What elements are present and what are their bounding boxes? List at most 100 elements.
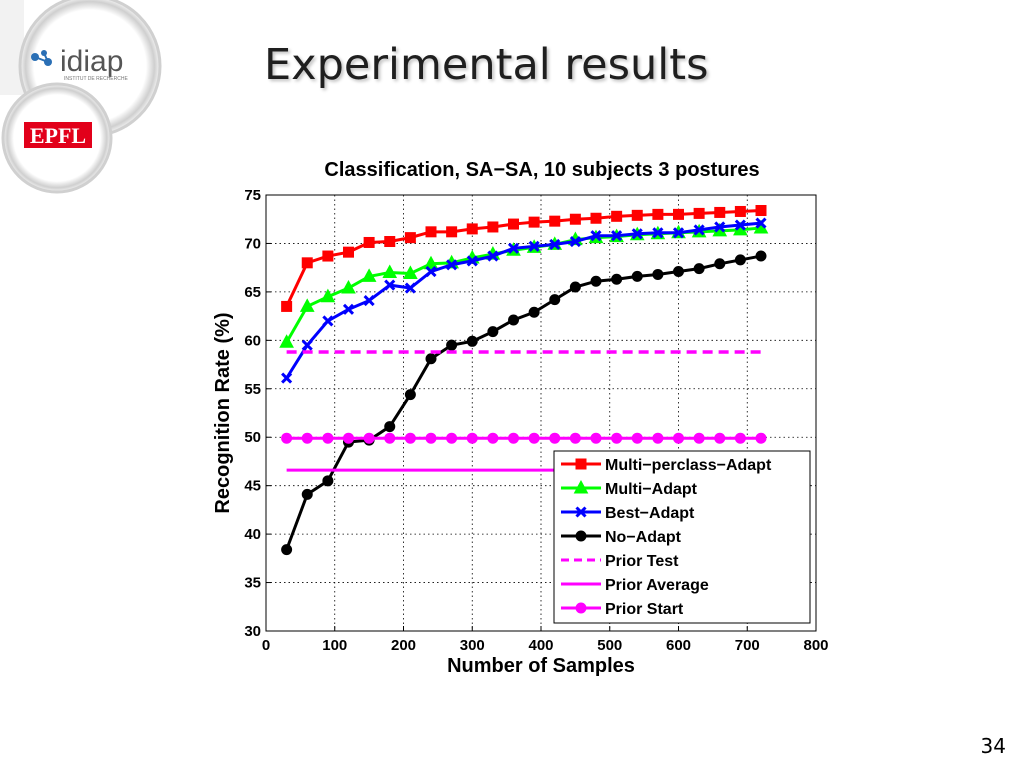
data-point bbox=[487, 250, 499, 262]
x-tick-label: 100 bbox=[322, 637, 347, 654]
data-point bbox=[693, 207, 705, 219]
data-point bbox=[404, 432, 416, 444]
series-best-adapt bbox=[281, 217, 767, 384]
data-point bbox=[569, 432, 581, 444]
data-point bbox=[446, 259, 458, 271]
data-point bbox=[590, 212, 602, 224]
axis-ticks: 0 100 200 300 400 500 600 700 800 30 35 40 45 50 55 60 6… bbox=[244, 187, 828, 654]
legend-marker bbox=[575, 458, 587, 470]
data-point bbox=[363, 295, 375, 307]
data-point bbox=[341, 279, 356, 294]
data-point bbox=[549, 215, 561, 227]
data-point bbox=[466, 223, 478, 235]
data-point bbox=[672, 227, 685, 239]
data-point bbox=[301, 339, 313, 351]
data-point bbox=[755, 217, 767, 229]
data-point bbox=[734, 219, 746, 231]
data-point bbox=[446, 226, 458, 238]
page-number: 34 bbox=[980, 734, 1006, 758]
data-point bbox=[384, 279, 396, 291]
series-prior-start bbox=[281, 432, 767, 444]
x-tick-label: 800 bbox=[803, 637, 828, 654]
legend-item: Multi−perclass−Adapt bbox=[561, 457, 772, 474]
data-point bbox=[487, 432, 499, 444]
x-tick-label: 700 bbox=[735, 637, 760, 654]
data-point bbox=[652, 268, 664, 280]
epfl-logo: EPFL bbox=[24, 122, 92, 148]
data-point bbox=[508, 218, 519, 230]
legend-label: Prior Average bbox=[605, 577, 709, 594]
legend-marker bbox=[573, 479, 589, 494]
x-tick-label: 200 bbox=[391, 637, 416, 654]
data-point bbox=[549, 432, 561, 444]
data-point bbox=[404, 232, 416, 244]
data-point bbox=[342, 303, 355, 315]
idiap-text: idiap bbox=[60, 45, 123, 78]
logo-area: idiap INSTITUT DE RECHERCHE EPFL bbox=[0, 0, 180, 200]
data-point bbox=[528, 306, 540, 318]
series-multi-perclass-adapt bbox=[281, 205, 767, 312]
data-point bbox=[301, 432, 313, 444]
logos-graphic: idiap INSTITUT DE RECHERCHE EPFL bbox=[0, 0, 162, 194]
series-group bbox=[279, 205, 769, 556]
data-point bbox=[446, 339, 458, 351]
y-tick-label: 40 bbox=[244, 526, 261, 543]
legend-item: Multi−Adapt bbox=[561, 479, 698, 498]
y-tick-label: 70 bbox=[244, 235, 261, 252]
data-point bbox=[279, 334, 294, 348]
data-point bbox=[281, 544, 293, 556]
data-point bbox=[425, 265, 437, 278]
slide-title: Experimental results bbox=[264, 40, 709, 90]
data-point bbox=[631, 228, 643, 240]
legend-label: No−Adapt bbox=[605, 529, 682, 546]
data-point bbox=[322, 432, 334, 444]
data-point bbox=[590, 275, 602, 287]
data-point bbox=[734, 432, 746, 444]
legend-label: Multi−perclass−Adapt bbox=[605, 457, 772, 474]
legend-item: Prior Start bbox=[561, 601, 684, 618]
y-tick-label: 35 bbox=[244, 575, 261, 592]
data-point bbox=[343, 432, 354, 444]
data-point bbox=[425, 432, 437, 444]
data-point bbox=[404, 389, 416, 401]
data-point bbox=[755, 432, 767, 444]
data-point bbox=[361, 268, 377, 282]
data-point bbox=[423, 255, 439, 270]
epfl-text: EPFL bbox=[30, 123, 86, 148]
data-point bbox=[590, 432, 602, 444]
x-tick-label: 600 bbox=[666, 637, 691, 654]
data-point bbox=[425, 353, 437, 365]
data-point bbox=[631, 270, 643, 282]
data-point bbox=[363, 236, 375, 248]
legend-label: Multi−Adapt bbox=[605, 481, 698, 498]
data-point bbox=[301, 257, 313, 269]
data-point bbox=[569, 235, 581, 248]
data-point bbox=[611, 432, 623, 444]
data-point bbox=[299, 298, 315, 312]
y-tick-label: 65 bbox=[244, 284, 261, 301]
data-point bbox=[693, 224, 705, 236]
data-point bbox=[652, 227, 664, 239]
data-point bbox=[693, 432, 705, 444]
data-point bbox=[631, 432, 643, 444]
data-point bbox=[343, 246, 354, 258]
y-tick-label: 50 bbox=[244, 429, 261, 446]
data-point bbox=[673, 432, 684, 444]
legend-item: Prior Test bbox=[561, 553, 679, 570]
data-point bbox=[693, 263, 705, 275]
data-point bbox=[549, 238, 561, 250]
data-point bbox=[569, 281, 581, 293]
data-point bbox=[528, 216, 540, 228]
data-point bbox=[755, 205, 767, 217]
data-point bbox=[569, 213, 581, 225]
data-point bbox=[528, 240, 540, 252]
data-point bbox=[734, 205, 746, 217]
data-point bbox=[446, 432, 458, 444]
data-point bbox=[508, 314, 519, 326]
data-point bbox=[714, 258, 726, 270]
data-point bbox=[507, 242, 520, 254]
y-tick-label: 60 bbox=[244, 332, 261, 349]
data-point bbox=[590, 230, 602, 242]
data-point bbox=[714, 432, 726, 444]
idiap-logo: idiap INSTITUT DE RECHERCHE bbox=[31, 45, 128, 82]
